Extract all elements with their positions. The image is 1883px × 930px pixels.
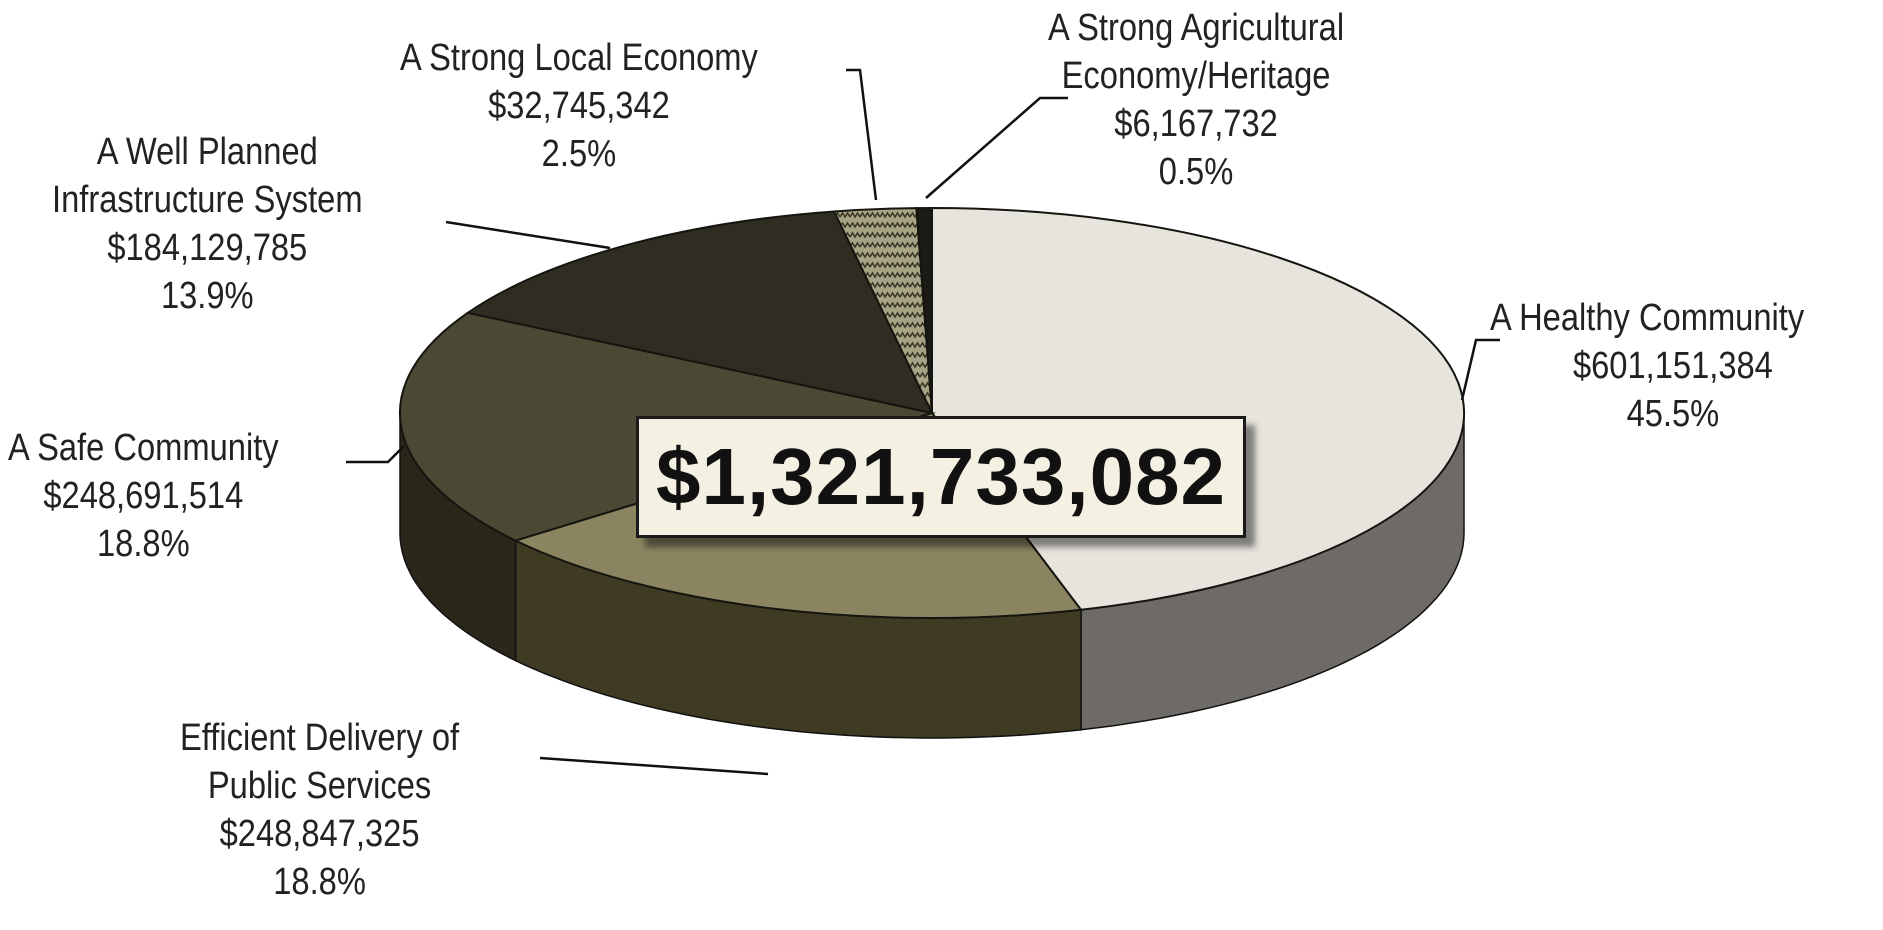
slice-name: A Strong Local Economy: [400, 37, 758, 79]
slice-label-infrastructure: A Well Planned Infrastructure System $18…: [52, 128, 363, 320]
slice-name-line-2: Economy/Heritage: [1061, 55, 1331, 97]
pie-slice-a-well-planned-infrastructure-system: [465, 210, 934, 415]
slice-label-healthy-community: A Healthy Community $601,151,384 45.5%: [1490, 294, 1804, 438]
slice-name-line-1: A Well Planned: [96, 131, 318, 173]
slice-value: $601,151,384: [1572, 345, 1773, 387]
leader-line-agricultural-economy: [925, 96, 1068, 199]
slice-name-line-1: Efficient Delivery of: [180, 717, 460, 759]
leader-line-healthy-community: [1460, 338, 1500, 401]
total-amount: $1,321,733,082: [655, 432, 1227, 521]
slice-value: $184,129,785: [107, 227, 308, 269]
slice-label-efficient-delivery: Efficient Delivery of Public Services $2…: [180, 714, 459, 906]
slice-name: A Healthy Community: [1490, 297, 1805, 339]
leader-line-infrastructure: [445, 220, 611, 250]
leader-line-safe-community: [346, 445, 405, 464]
slice-label-agricultural-economy: A Strong Agricultural Economy/Heritage $…: [1048, 4, 1344, 196]
pie-slice-a-strong-agricultural-economy-heritage: [915, 206, 933, 414]
slice-percent: 45.5%: [1626, 393, 1720, 435]
slice-percent: 13.9%: [160, 275, 254, 317]
slice-percent: 18.8%: [273, 861, 366, 903]
slice-label-local-economy: A Strong Local Economy $32,745,342 2.5%: [400, 34, 758, 178]
slice-name-line-2: Public Services: [207, 765, 432, 807]
slice-percent: 2.5%: [541, 133, 617, 175]
slice-value: $248,847,325: [219, 813, 420, 855]
slice-value: $32,745,342: [488, 85, 670, 127]
slice-percent: 18.8%: [96, 523, 190, 565]
slice-value: $6,167,732: [1114, 103, 1278, 145]
leader-line-local-economy: [846, 68, 878, 201]
slice-label-safe-community: A Safe Community $248,691,514 18.8%: [8, 424, 279, 568]
slice-value: $248,691,514: [43, 475, 244, 517]
slice-name-line-2: Infrastructure System: [52, 179, 363, 221]
slice-name-line-1: A Strong Agricultural: [1048, 7, 1345, 49]
slice-name: A Safe Community: [8, 427, 279, 469]
total-callout: $1,321,733,082: [636, 416, 1246, 538]
slice-percent: 0.5%: [1158, 151, 1234, 193]
leader-line-efficient-delivery: [539, 756, 769, 776]
